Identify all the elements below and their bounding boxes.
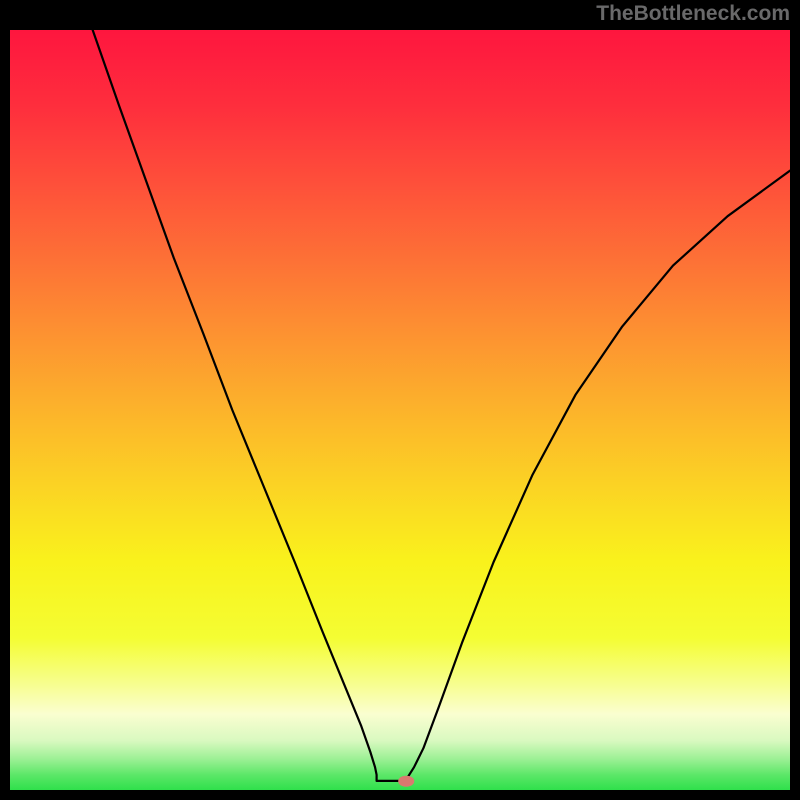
curve-layer <box>10 30 790 790</box>
plot-area <box>10 30 790 790</box>
bottleneck-curve <box>93 30 790 781</box>
watermark-text: TheBottleneck.com <box>596 2 790 26</box>
plot-frame <box>10 30 790 790</box>
optimum-marker <box>398 776 414 787</box>
